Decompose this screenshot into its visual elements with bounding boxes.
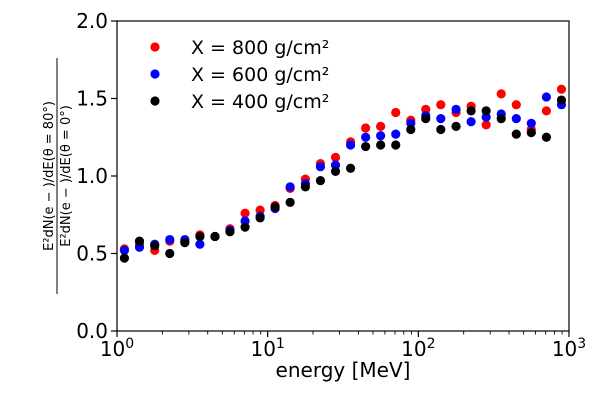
legend-item: X = 600 g/cm² — [150, 64, 329, 86]
y-axis-label: E²dN(e − )/dE(θ = 80°) E²dN(e − )/dE(θ =… — [42, 58, 74, 294]
data-point — [451, 104, 461, 114]
data-point — [481, 120, 491, 130]
legend-label: X = 800 g/cm² — [191, 37, 329, 59]
data-point — [376, 121, 386, 131]
legend-item: X = 800 g/cm² — [150, 37, 329, 59]
data-point — [165, 248, 175, 259]
y-tick-label: 1.5 — [76, 87, 108, 111]
data-point — [134, 236, 145, 246]
y-axis: 0.0 0.5 1.0 1.5 2.0 — [76, 9, 117, 343]
data-point — [315, 176, 326, 186]
data-point — [436, 124, 446, 135]
data-point — [511, 129, 521, 139]
data-point — [315, 162, 326, 172]
data-point — [556, 95, 567, 105]
data-point — [270, 202, 280, 212]
data-point — [240, 208, 250, 218]
x-axis: 100 101 102 103 — [100, 331, 586, 361]
data-point — [225, 227, 235, 237]
data-point — [496, 89, 506, 99]
data-point — [436, 100, 446, 110]
data-point — [481, 106, 491, 116]
y-tick-label: 1.0 — [76, 164, 108, 188]
data-point — [119, 245, 130, 255]
data-point — [376, 140, 386, 150]
data-point — [361, 132, 371, 142]
data-point — [391, 107, 401, 118]
data-point — [361, 141, 371, 152]
x-axis-label: energy [MeV] — [276, 358, 411, 382]
data-point — [119, 253, 130, 263]
y-tick-label: 0.5 — [76, 242, 108, 266]
data-point — [330, 152, 341, 162]
data-point — [526, 128, 536, 138]
data-point — [285, 197, 295, 207]
y-tick-label: 0.0 — [76, 319, 108, 343]
plot-frame — [116, 20, 570, 332]
data-point — [150, 241, 160, 251]
y-tick-label: 2.0 — [76, 9, 108, 33]
data-point — [391, 129, 401, 139]
data-point — [255, 213, 265, 223]
data-point — [526, 118, 536, 128]
legend-label: X = 400 g/cm² — [191, 91, 329, 113]
data-point — [195, 239, 205, 249]
data-points — [119, 84, 567, 263]
data-point — [391, 140, 401, 150]
data-point — [345, 140, 356, 150]
data-point — [285, 182, 295, 192]
data-point — [165, 234, 175, 245]
data-point — [300, 182, 310, 192]
legend-label: X = 600 g/cm² — [191, 64, 329, 86]
data-point — [541, 132, 552, 142]
data-point — [541, 92, 552, 102]
data-point — [210, 231, 220, 242]
data-point — [466, 106, 476, 116]
legend-marker — [150, 42, 160, 52]
x-tick-label: 100 — [100, 336, 134, 361]
data-point — [345, 163, 356, 173]
data-point — [195, 231, 205, 242]
data-point — [406, 124, 416, 135]
data-point — [330, 166, 341, 176]
legend-marker — [150, 69, 160, 79]
x-tick-label: 102 — [401, 336, 435, 361]
legend-marker — [150, 96, 160, 106]
series-3 — [119, 95, 567, 263]
data-point — [496, 114, 506, 124]
data-point — [436, 114, 446, 124]
y-axis-label-numerator: E²dN(e − )/dE(θ = 80°) — [42, 101, 57, 251]
x-tick-label: 101 — [250, 336, 284, 361]
data-point — [511, 100, 521, 110]
data-point — [451, 121, 461, 131]
data-point — [466, 117, 476, 127]
data-point — [556, 84, 567, 94]
data-point — [421, 114, 431, 124]
data-point — [361, 123, 371, 133]
data-point — [180, 238, 190, 248]
legend: X = 800 g/cm² X = 600 g/cm² X = 400 g/cm² — [150, 37, 329, 113]
data-point — [240, 222, 250, 232]
x-tick-label: 103 — [552, 336, 586, 361]
data-point — [511, 114, 521, 124]
data-point — [376, 131, 386, 141]
data-point — [541, 106, 552, 116]
legend-item: X = 400 g/cm² — [150, 91, 329, 113]
y-axis-label-denominator: E²dN(e − )/dE(θ = 0°) — [59, 105, 74, 247]
